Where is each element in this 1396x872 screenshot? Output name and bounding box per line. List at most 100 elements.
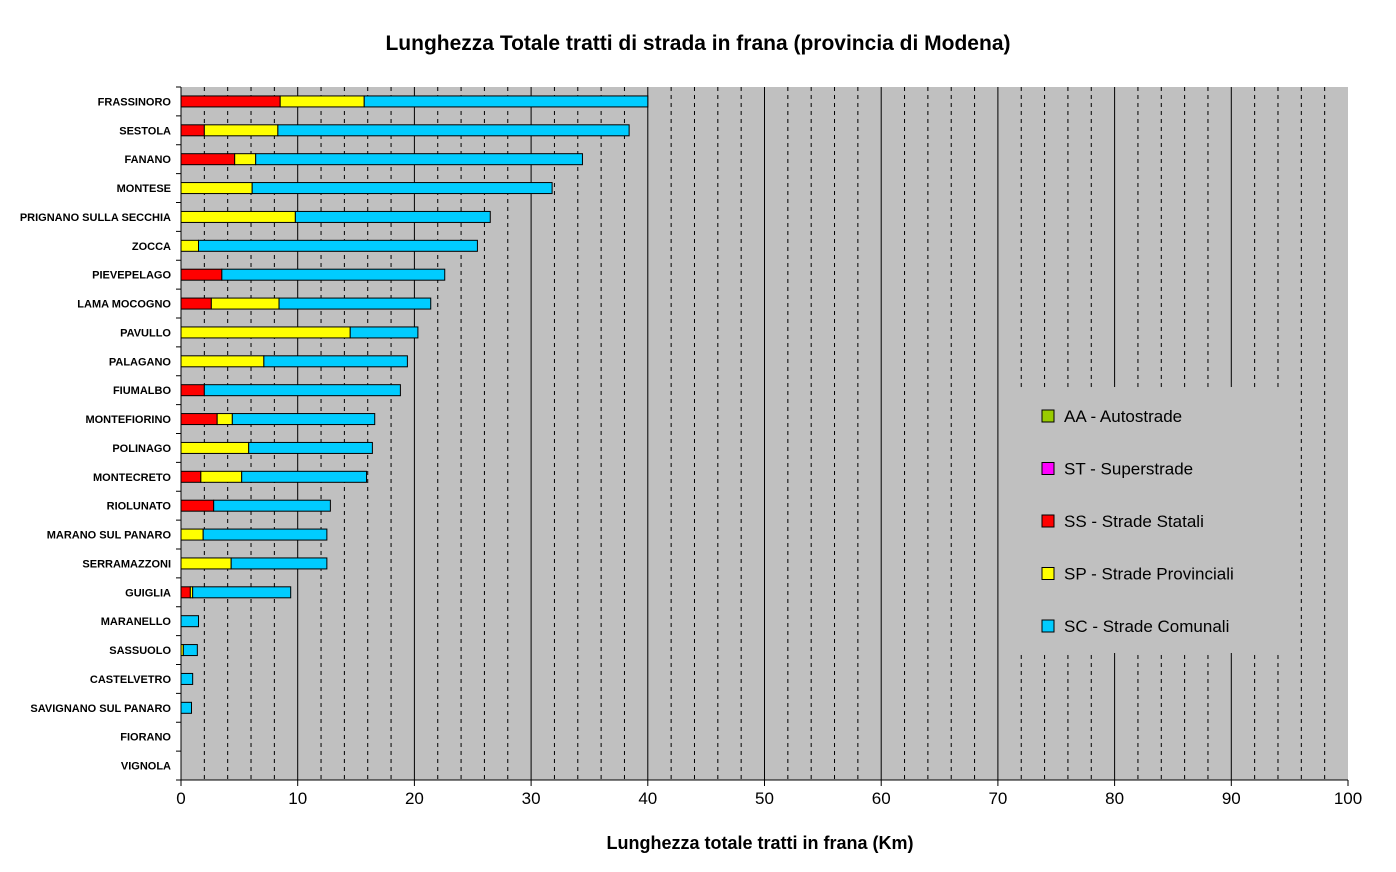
category-label: SESTOLA xyxy=(119,125,171,137)
bar-fanano-ss xyxy=(180,153,236,166)
bar-fanano-sc xyxy=(255,153,583,166)
bar-fiumalbo-sc xyxy=(203,384,401,397)
category-label: GUIGLIA xyxy=(125,587,171,599)
axes xyxy=(176,86,1349,786)
bar-pavullo-sc xyxy=(349,326,419,339)
bar-marano-sul-panaro-sc xyxy=(202,528,328,541)
category-label: LAMA MOCOGNO xyxy=(77,299,171,311)
category-label: MONTECRETO xyxy=(93,472,171,484)
category-label: ZOCCA xyxy=(132,241,171,253)
x-tick-label: 0 xyxy=(176,789,185,808)
category-label: POLINAGO xyxy=(112,443,171,455)
bar-riolunato-ss xyxy=(180,499,215,512)
x-tick-label: 10 xyxy=(288,789,307,808)
category-label: FIORANO xyxy=(120,732,171,744)
legend-box xyxy=(1020,387,1300,653)
x-axis-title: Lunghezza totale tratti in frana (Km) xyxy=(606,833,913,853)
bars xyxy=(180,95,649,714)
bar-montecreto-sc xyxy=(241,470,368,483)
bar-frassinoro-sc xyxy=(363,95,649,108)
bar-riolunato-sc xyxy=(213,499,331,512)
bar-frassinoro-sp xyxy=(279,95,365,108)
bar-lama-mocogno-ss xyxy=(180,297,212,310)
x-tick-label: 100 xyxy=(1334,789,1362,808)
category-label: PRIGNANO SULLA SECCHIA xyxy=(20,212,171,224)
category-label: SERRAMAZZONI xyxy=(82,558,171,570)
bar-lama-mocogno-sc xyxy=(278,297,432,310)
bar-sassuolo-sc xyxy=(182,644,198,657)
category-label: SAVIGNANO SUL PANARO xyxy=(30,703,171,715)
bar-fiumalbo-ss xyxy=(180,384,205,397)
bar-prignano-sulla-secchia-sc xyxy=(294,210,491,223)
legend-label: ST - Superstrade xyxy=(1064,460,1193,479)
category-label: FRASSINORO xyxy=(98,96,172,108)
x-tick-label: 70 xyxy=(988,789,1007,808)
bar-palagano-sp xyxy=(180,355,265,368)
category-label: PALAGANO xyxy=(109,356,172,368)
bar-pavullo-sp xyxy=(180,326,351,339)
legend-swatch-aa xyxy=(1041,409,1055,423)
x-tick-label: 30 xyxy=(522,789,541,808)
bar-montefiorino-sp xyxy=(216,413,233,426)
bar-castelvetro-sc xyxy=(180,672,194,685)
x-tick-label: 20 xyxy=(405,789,424,808)
x-tick-label: 60 xyxy=(872,789,891,808)
bar-pievepelago-sc xyxy=(221,268,446,281)
bar-zocca-sc xyxy=(198,239,478,252)
bar-lama-mocogno-sp xyxy=(210,297,280,310)
bar-fanano-sp xyxy=(234,153,257,166)
bar-montefiorino-sc xyxy=(231,413,376,426)
bar-montecreto-ss xyxy=(180,470,202,483)
category-label: CASTELVETRO xyxy=(90,674,172,686)
x-tick-label: 40 xyxy=(638,789,657,808)
bar-sestola-ss xyxy=(180,124,205,137)
bar-marano-sul-panaro-sp xyxy=(180,528,204,541)
bar-palagano-sc xyxy=(263,355,408,368)
category-label: MONTEFIORINO xyxy=(85,414,171,426)
bar-pievepelago-ss xyxy=(180,268,223,281)
category-labels: FRASSINORO SESTOLA FANANO MONTESE PRIGNANO S… xyxy=(20,96,172,772)
category-label: VIGNOLA xyxy=(121,761,171,773)
bar-serramazzoni-sp xyxy=(180,557,232,570)
legend-label: SP - Strade Provinciali xyxy=(1064,565,1234,584)
chart-title: Lunghezza Totale tratti di strada in fra… xyxy=(385,32,1010,55)
category-label: MONTESE xyxy=(117,183,171,195)
bar-prignano-sulla-secchia-sp xyxy=(180,210,296,223)
legend-swatch-sc xyxy=(1041,619,1055,633)
category-label: SASSUOLO xyxy=(109,645,171,657)
category-label: PIEVEPELAGO xyxy=(92,270,171,282)
x-tick-label: 50 xyxy=(755,789,774,808)
bar-polinago-sc xyxy=(248,441,373,454)
legend-swatch-sp xyxy=(1041,567,1055,580)
bar-montese-sp xyxy=(180,182,253,195)
legend-label: AA - Autostrade xyxy=(1064,407,1182,426)
bar-frassinoro-ss xyxy=(180,95,281,108)
bar-sestola-sc xyxy=(277,124,630,137)
category-label: MARANO SUL PANARO xyxy=(47,530,172,542)
legend: AA - Autostrade ST - Superstrade SS - Stra… xyxy=(1020,387,1300,653)
legend-swatch-ss xyxy=(1041,514,1055,528)
legend-swatch-st xyxy=(1041,462,1055,475)
bar-montecreto-sp xyxy=(200,470,243,483)
category-label: RIOLUNATO xyxy=(107,501,172,513)
legend-label: SS - Strade Statali xyxy=(1064,512,1204,531)
bar-montese-sc xyxy=(251,182,553,195)
x-tick-labels: 0 10 20 30 40 50 60 70 80 90 100 xyxy=(176,789,1362,808)
category-label: PAVULLO xyxy=(120,327,171,339)
bar-savignano-sul-panaro-sc xyxy=(180,701,193,714)
bar-guiglia-ss xyxy=(180,586,191,599)
bar-sestola-sp xyxy=(203,124,279,137)
bar-serramazzoni-sc xyxy=(230,557,328,570)
legend-label: SC - Strade Comunali xyxy=(1064,617,1229,636)
category-label: FANANO xyxy=(125,154,172,166)
x-tick-label: 80 xyxy=(1105,789,1124,808)
bar-zocca-sp xyxy=(180,239,200,252)
category-label: MARANELLO xyxy=(101,616,172,628)
category-label: FIUMALBO xyxy=(113,385,171,397)
bar-guiglia-sc xyxy=(192,586,292,599)
x-tick-label: 90 xyxy=(1222,789,1241,808)
bar-maranello-sc xyxy=(180,615,200,628)
bar-montefiorino-ss xyxy=(180,413,218,426)
bar-polinago-sp xyxy=(180,441,250,454)
